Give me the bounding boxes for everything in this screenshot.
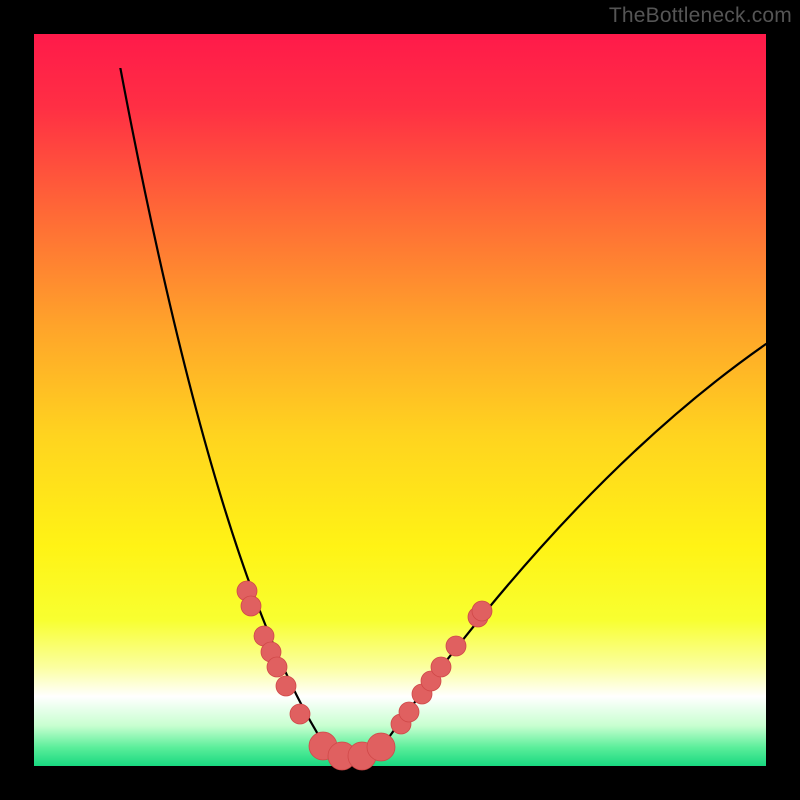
- curve-marker: [472, 601, 492, 621]
- chart-container: TheBottleneck.com: [0, 0, 800, 800]
- watermark-text: TheBottleneck.com: [609, 4, 792, 28]
- curve-marker: [276, 676, 296, 696]
- curve-marker: [290, 704, 310, 724]
- curve-marker: [399, 702, 419, 722]
- curve-marker: [241, 596, 261, 616]
- plot-background: [34, 34, 766, 766]
- chart-svg: [0, 0, 800, 800]
- curve-marker: [367, 733, 395, 761]
- curve-marker: [446, 636, 466, 656]
- curve-marker: [267, 657, 287, 677]
- curve-marker: [431, 657, 451, 677]
